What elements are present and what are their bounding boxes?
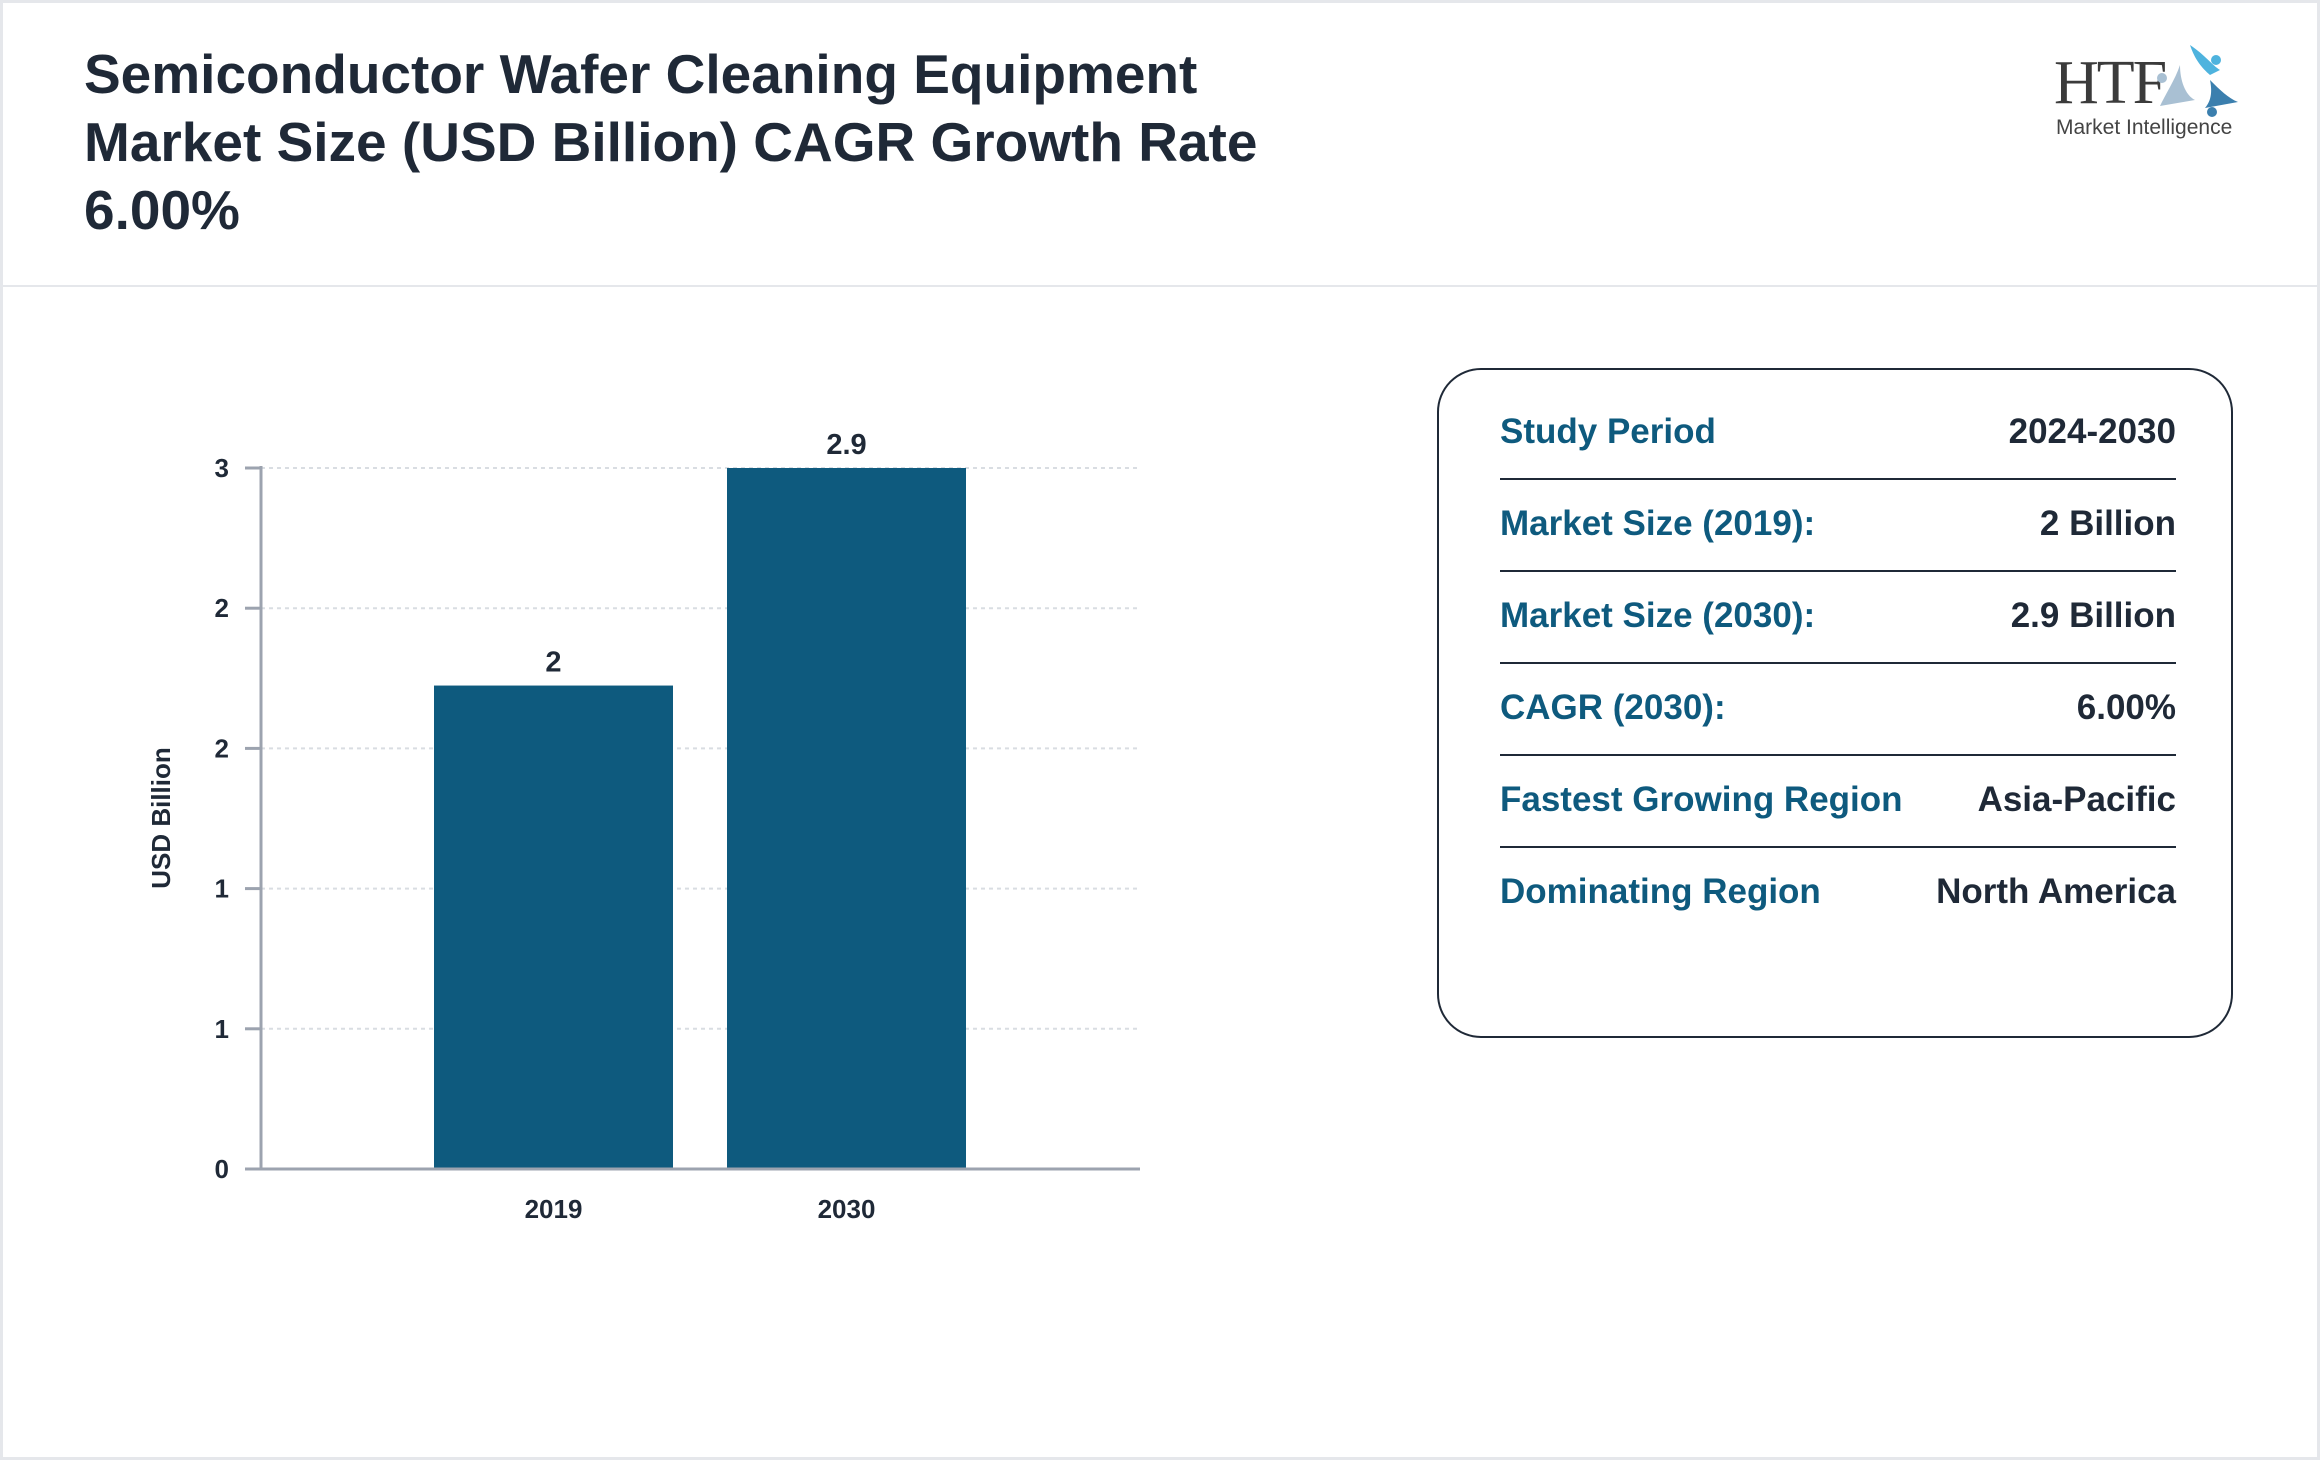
data-label: 2.9 (826, 429, 866, 461)
y-tick-label: 1 (215, 1014, 229, 1044)
logo-wordmark: HTF (2054, 49, 2167, 117)
data-label: 2 (545, 647, 561, 679)
info-label: Fastest Growing Region (1500, 780, 1903, 819)
info-row: Fastest Growing Region Asia-Pacific (1500, 754, 2176, 848)
header-divider (3, 285, 2317, 287)
x-tick-label: 2030 (818, 1194, 876, 1224)
bar-chart: USD Billion 0 1 1 2 2 3 2 2019 2.9 2030 (146, 429, 1140, 1224)
page-title: Semiconductor Wafer Cleaning Equipment M… (84, 43, 1258, 241)
info-row: Market Size (2030): 2.9 Billion (1500, 570, 2176, 664)
x-tick-label: 2019 (525, 1194, 583, 1224)
info-row: Study Period 2024-2030 (1500, 386, 2176, 480)
info-value: 2.9 Billion (2010, 596, 2176, 635)
htf-logo: HTF Market Intelligence (2050, 40, 2240, 150)
info-label: Market Size (2019): (1500, 504, 1816, 543)
info-label: Dominating Region (1500, 872, 1821, 911)
bar-2030 (727, 468, 966, 1169)
y-tick-label: 3 (215, 453, 229, 483)
y-tick-label: 2 (215, 733, 229, 763)
market-info-card: Study Period 2024-2030 Market Size (2019):… (1437, 368, 2233, 1038)
logo-figures-icon (2157, 45, 2238, 117)
info-value: 2 Billion (2039, 504, 2176, 543)
info-row: CAGR (2030): 6.00% (1500, 662, 2176, 756)
info-value: Asia-Pacific (1977, 780, 2176, 819)
info-value: North America (1936, 872, 2176, 911)
info-label: Study Period (1500, 412, 1716, 451)
info-row: Market Size (2019): 2 Billion (1500, 478, 2176, 572)
info-value: 2024-2030 (2008, 412, 2176, 451)
info-row: Dominating Region North America (1500, 846, 2176, 938)
info-value: 6.00% (2076, 688, 2176, 727)
logo-tagline: Market Intelligence (2056, 116, 2233, 139)
y-axis-label: USD Billion (146, 747, 176, 889)
bar-2019 (434, 685, 673, 1169)
y-tick-label: 1 (215, 874, 229, 904)
info-label: Market Size (2030): (1500, 596, 1816, 635)
y-tick-label: 2 (215, 593, 229, 623)
y-tick-label: 0 (215, 1154, 229, 1184)
info-label: CAGR (2030): (1500, 688, 1726, 727)
